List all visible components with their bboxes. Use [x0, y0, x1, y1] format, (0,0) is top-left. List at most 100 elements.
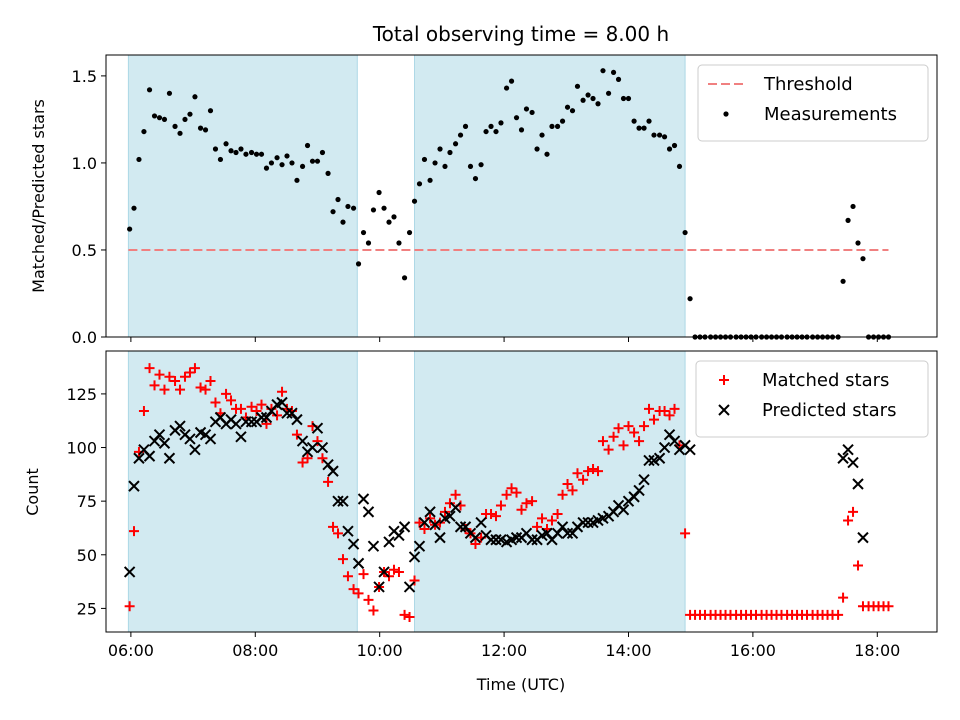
measurement-point — [503, 85, 510, 91]
measurement-point — [682, 229, 688, 236]
matched-point — [450, 489, 461, 500]
measurement-point — [381, 205, 387, 211]
matched-point — [634, 436, 645, 447]
measurement-point — [687, 296, 693, 302]
matched-point — [261, 418, 272, 429]
matched-point — [393, 566, 404, 577]
measurement-point — [172, 123, 178, 129]
count-panel: 25 50 75 100 125 06:00 08:00 10:00 12:00 14:00 16:… — [66, 350, 938, 660]
predicted-point — [566, 527, 579, 540]
measurement-point — [268, 160, 275, 166]
predicted-point — [510, 531, 523, 544]
measurement-point — [274, 155, 280, 161]
measurement-point — [860, 256, 866, 262]
x-axis-label: Time (UTC) — [476, 675, 565, 694]
measurement-point — [600, 68, 606, 74]
matched-point — [291, 429, 302, 440]
predicted-point — [852, 478, 864, 490]
predicted-point — [133, 452, 145, 464]
bottom-y-tick-label: 125 — [66, 385, 97, 404]
x-tick-label: 14:00 — [605, 641, 651, 660]
measurement-point — [610, 69, 617, 76]
x-tick-label: 10:00 — [357, 641, 403, 660]
legend-predicted-swatch — [718, 404, 730, 416]
predicted-point — [174, 420, 186, 432]
matched-point — [552, 509, 563, 520]
matched-point — [333, 528, 344, 539]
measurement-point — [636, 125, 642, 131]
predicted-point — [475, 516, 487, 529]
legend-label: Predicted stars — [762, 400, 896, 421]
predicted-point — [393, 529, 405, 542]
measurement-point — [127, 226, 133, 232]
predicted-point — [556, 521, 569, 533]
measurement-point — [416, 181, 423, 187]
matched-point — [853, 560, 864, 571]
measurement-point — [330, 209, 336, 215]
measurement-point — [289, 160, 295, 166]
matched-point — [323, 476, 334, 487]
matched-point — [537, 513, 548, 524]
predicted-point — [429, 519, 441, 531]
top-shaded-interval-0 — [127, 54, 358, 338]
predicted-point — [383, 536, 395, 548]
matched-point — [195, 382, 206, 393]
matched-point — [154, 369, 165, 380]
predicted-point — [444, 510, 456, 522]
legend-matched-swatch — [719, 375, 729, 385]
measurement-point — [661, 134, 668, 140]
bottom-frame — [105, 350, 938, 633]
matched-point — [593, 466, 604, 477]
matched-point — [546, 515, 557, 526]
predicted-point — [541, 527, 553, 540]
measurement-point — [493, 128, 499, 135]
predicted-point — [424, 506, 436, 518]
matched-point — [833, 609, 844, 620]
measurement-point — [646, 118, 652, 124]
measurement-point — [666, 146, 673, 152]
legend-box — [697, 64, 929, 142]
matched-point — [664, 410, 675, 421]
predicted-point — [561, 527, 574, 540]
measurement-point — [131, 205, 137, 211]
bottom-y-tick-label: 25 — [77, 599, 97, 618]
matched-point — [200, 384, 211, 395]
predicted-point — [490, 534, 502, 546]
measurement-point — [671, 142, 678, 149]
measurement-point — [325, 170, 331, 176]
predicted-point — [296, 435, 309, 447]
measurement-point — [411, 198, 418, 204]
matched-point — [302, 453, 313, 464]
matched-point — [149, 380, 160, 391]
predicted-point — [148, 435, 161, 447]
measurement-point — [488, 123, 494, 129]
predicted-point — [184, 433, 196, 445]
top-y-tick-label: 1.0 — [72, 154, 97, 173]
matched-point — [226, 395, 237, 406]
measurement-point — [467, 163, 474, 170]
measurement-point — [605, 90, 612, 96]
measurement-point — [146, 87, 153, 93]
measurement-point — [518, 127, 525, 133]
matched-point — [486, 509, 497, 520]
measurement-point — [529, 109, 535, 116]
measurement-point — [182, 116, 188, 123]
legend-label: Threshold — [763, 74, 853, 95]
measurement-point — [136, 156, 142, 163]
predicted-point — [327, 465, 339, 477]
predicted-point — [551, 527, 564, 540]
predicted-point — [842, 443, 854, 456]
predicted-point — [153, 428, 166, 441]
matched-point — [221, 388, 232, 399]
measurement-point — [569, 108, 576, 114]
measurement-point — [432, 160, 438, 166]
matched-point — [256, 399, 267, 410]
measurement-point — [564, 104, 571, 110]
matched-point — [251, 406, 262, 417]
measurement-point — [559, 118, 566, 124]
predicted-point — [230, 418, 242, 430]
measurement-point — [279, 162, 285, 168]
predicted-point — [607, 506, 620, 518]
matched-point — [277, 386, 288, 397]
measurement-point — [386, 219, 392, 225]
